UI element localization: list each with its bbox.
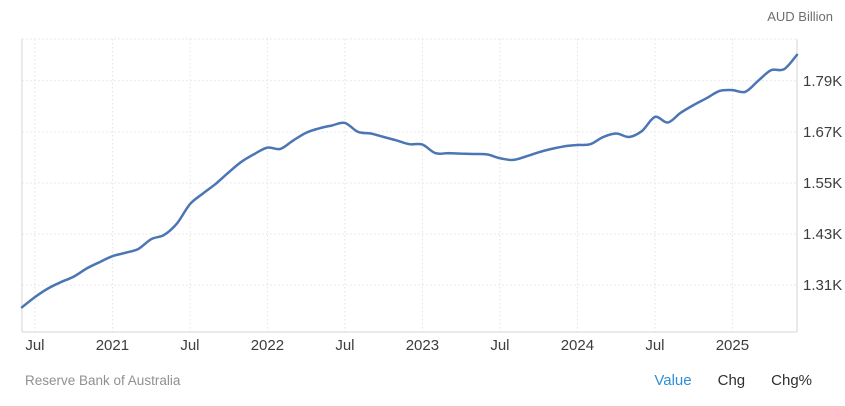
x-tick-label: 2025: [715, 337, 750, 354]
y-tick-label: 1.55K: [803, 174, 843, 192]
x-tick-label: Jul: [180, 337, 200, 354]
x-tick-label: Jul: [645, 337, 665, 354]
chart-line: [20, 53, 799, 309]
x-tick-label: 2024: [560, 337, 595, 354]
source-link[interactable]: Reserve Bank of Australia: [25, 373, 181, 388]
x-tick-label: 2022: [250, 337, 285, 354]
y-tick-label: 1.79K: [803, 72, 843, 90]
y-tick-label: 1.31K: [803, 277, 843, 295]
tab-chgpct[interactable]: Chg%: [771, 372, 812, 389]
chart-footer: Reserve Bank of Australia Value Chg Chg%: [0, 369, 845, 395]
x-tick-label: Jul: [25, 337, 45, 354]
unit-label: AUD Billion: [767, 9, 833, 24]
tab-chg[interactable]: Chg: [717, 372, 746, 389]
y-tick-label: 1.67K: [803, 123, 843, 141]
tab-value[interactable]: Value: [654, 372, 692, 389]
metric-tabs: Value Chg Chg%: [654, 372, 812, 389]
x-tick-label: Jul: [490, 337, 510, 354]
x-tick-label: 2023: [405, 337, 440, 354]
x-tick-label: 2021: [95, 337, 130, 354]
x-tick-label: Jul: [335, 337, 355, 354]
y-tick-label: 1.43K: [803, 226, 843, 244]
